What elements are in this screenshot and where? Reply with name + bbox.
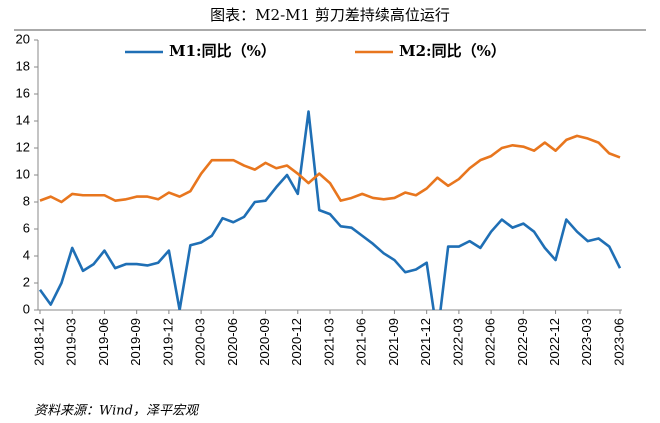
y-tick-label: 12	[16, 139, 30, 154]
x-tick-label: 2022-06	[483, 318, 498, 366]
y-tick-label: 6	[23, 220, 30, 235]
x-tick-label: 2021-06	[354, 318, 369, 366]
x-tick-label: 2020-12	[289, 318, 304, 366]
y-tick-label: 0	[23, 301, 30, 316]
y-tick-label: 8	[23, 193, 30, 208]
y-tick-label: 20	[16, 31, 30, 46]
legend-label: M2:同比（%）	[399, 42, 506, 60]
legend-label: M1:同比（%）	[169, 42, 276, 60]
x-tick-label: 2021-12	[418, 318, 433, 366]
x-tick-label: 2023-03	[579, 318, 594, 366]
x-tick-label: 2018-12	[31, 318, 46, 366]
x-tick-label: 2020-09	[257, 318, 272, 366]
series-line	[39, 134, 621, 204]
y-tick-label: 16	[16, 85, 30, 100]
y-tick-label: 4	[23, 247, 30, 262]
x-tick-label: 2019-03	[64, 318, 79, 366]
x-tick-label: 2022-09	[515, 318, 530, 366]
x-tick-label: 2019-12	[160, 318, 175, 366]
x-tick-label: 2022-03	[450, 318, 465, 366]
x-tick-label: 2020-06	[225, 318, 240, 366]
x-tick-label: 2019-09	[128, 318, 143, 366]
series-line	[38, 110, 622, 310]
x-tick-label: 2022-12	[547, 318, 562, 366]
x-tick-label: 2021-09	[386, 318, 401, 366]
plot-area	[38, 110, 622, 310]
y-tick-label: 10	[16, 166, 30, 181]
source-note: 资料来源：Wind，泽平宏观	[34, 403, 200, 419]
x-tick-label: 2019-06	[96, 318, 111, 366]
y-tick-label: 14	[16, 112, 30, 127]
x-tick-label: 2023-06	[611, 318, 626, 366]
chart-title: 图表：M2-M1 剪刀差持续高位运行	[210, 6, 450, 24]
y-tick-label: 18	[16, 58, 30, 73]
y-tick-label: 2	[23, 274, 30, 289]
x-tick-label: 2021-03	[321, 318, 336, 366]
x-tick-label: 2020-03	[193, 318, 208, 366]
